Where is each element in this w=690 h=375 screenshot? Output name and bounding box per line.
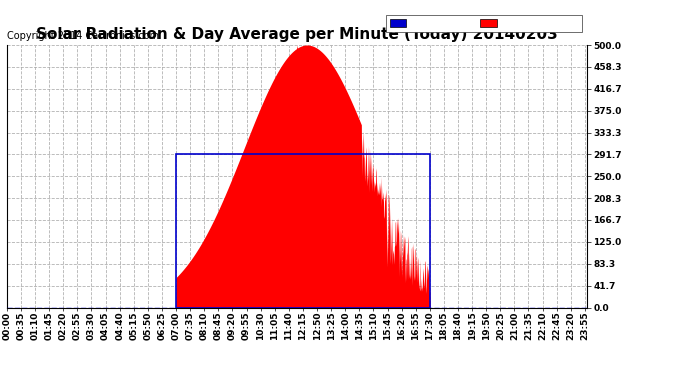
Legend: Median (W/m2), Radiation (W/m2): Median (W/m2), Radiation (W/m2) — [386, 15, 582, 32]
Text: Copyright 2014 Cartronics.com: Copyright 2014 Cartronics.com — [7, 32, 159, 41]
Bar — [176, 154, 430, 308]
Title: Solar Radiation & Day Average per Minute (Today) 20140203: Solar Radiation & Day Average per Minute… — [36, 27, 558, 42]
